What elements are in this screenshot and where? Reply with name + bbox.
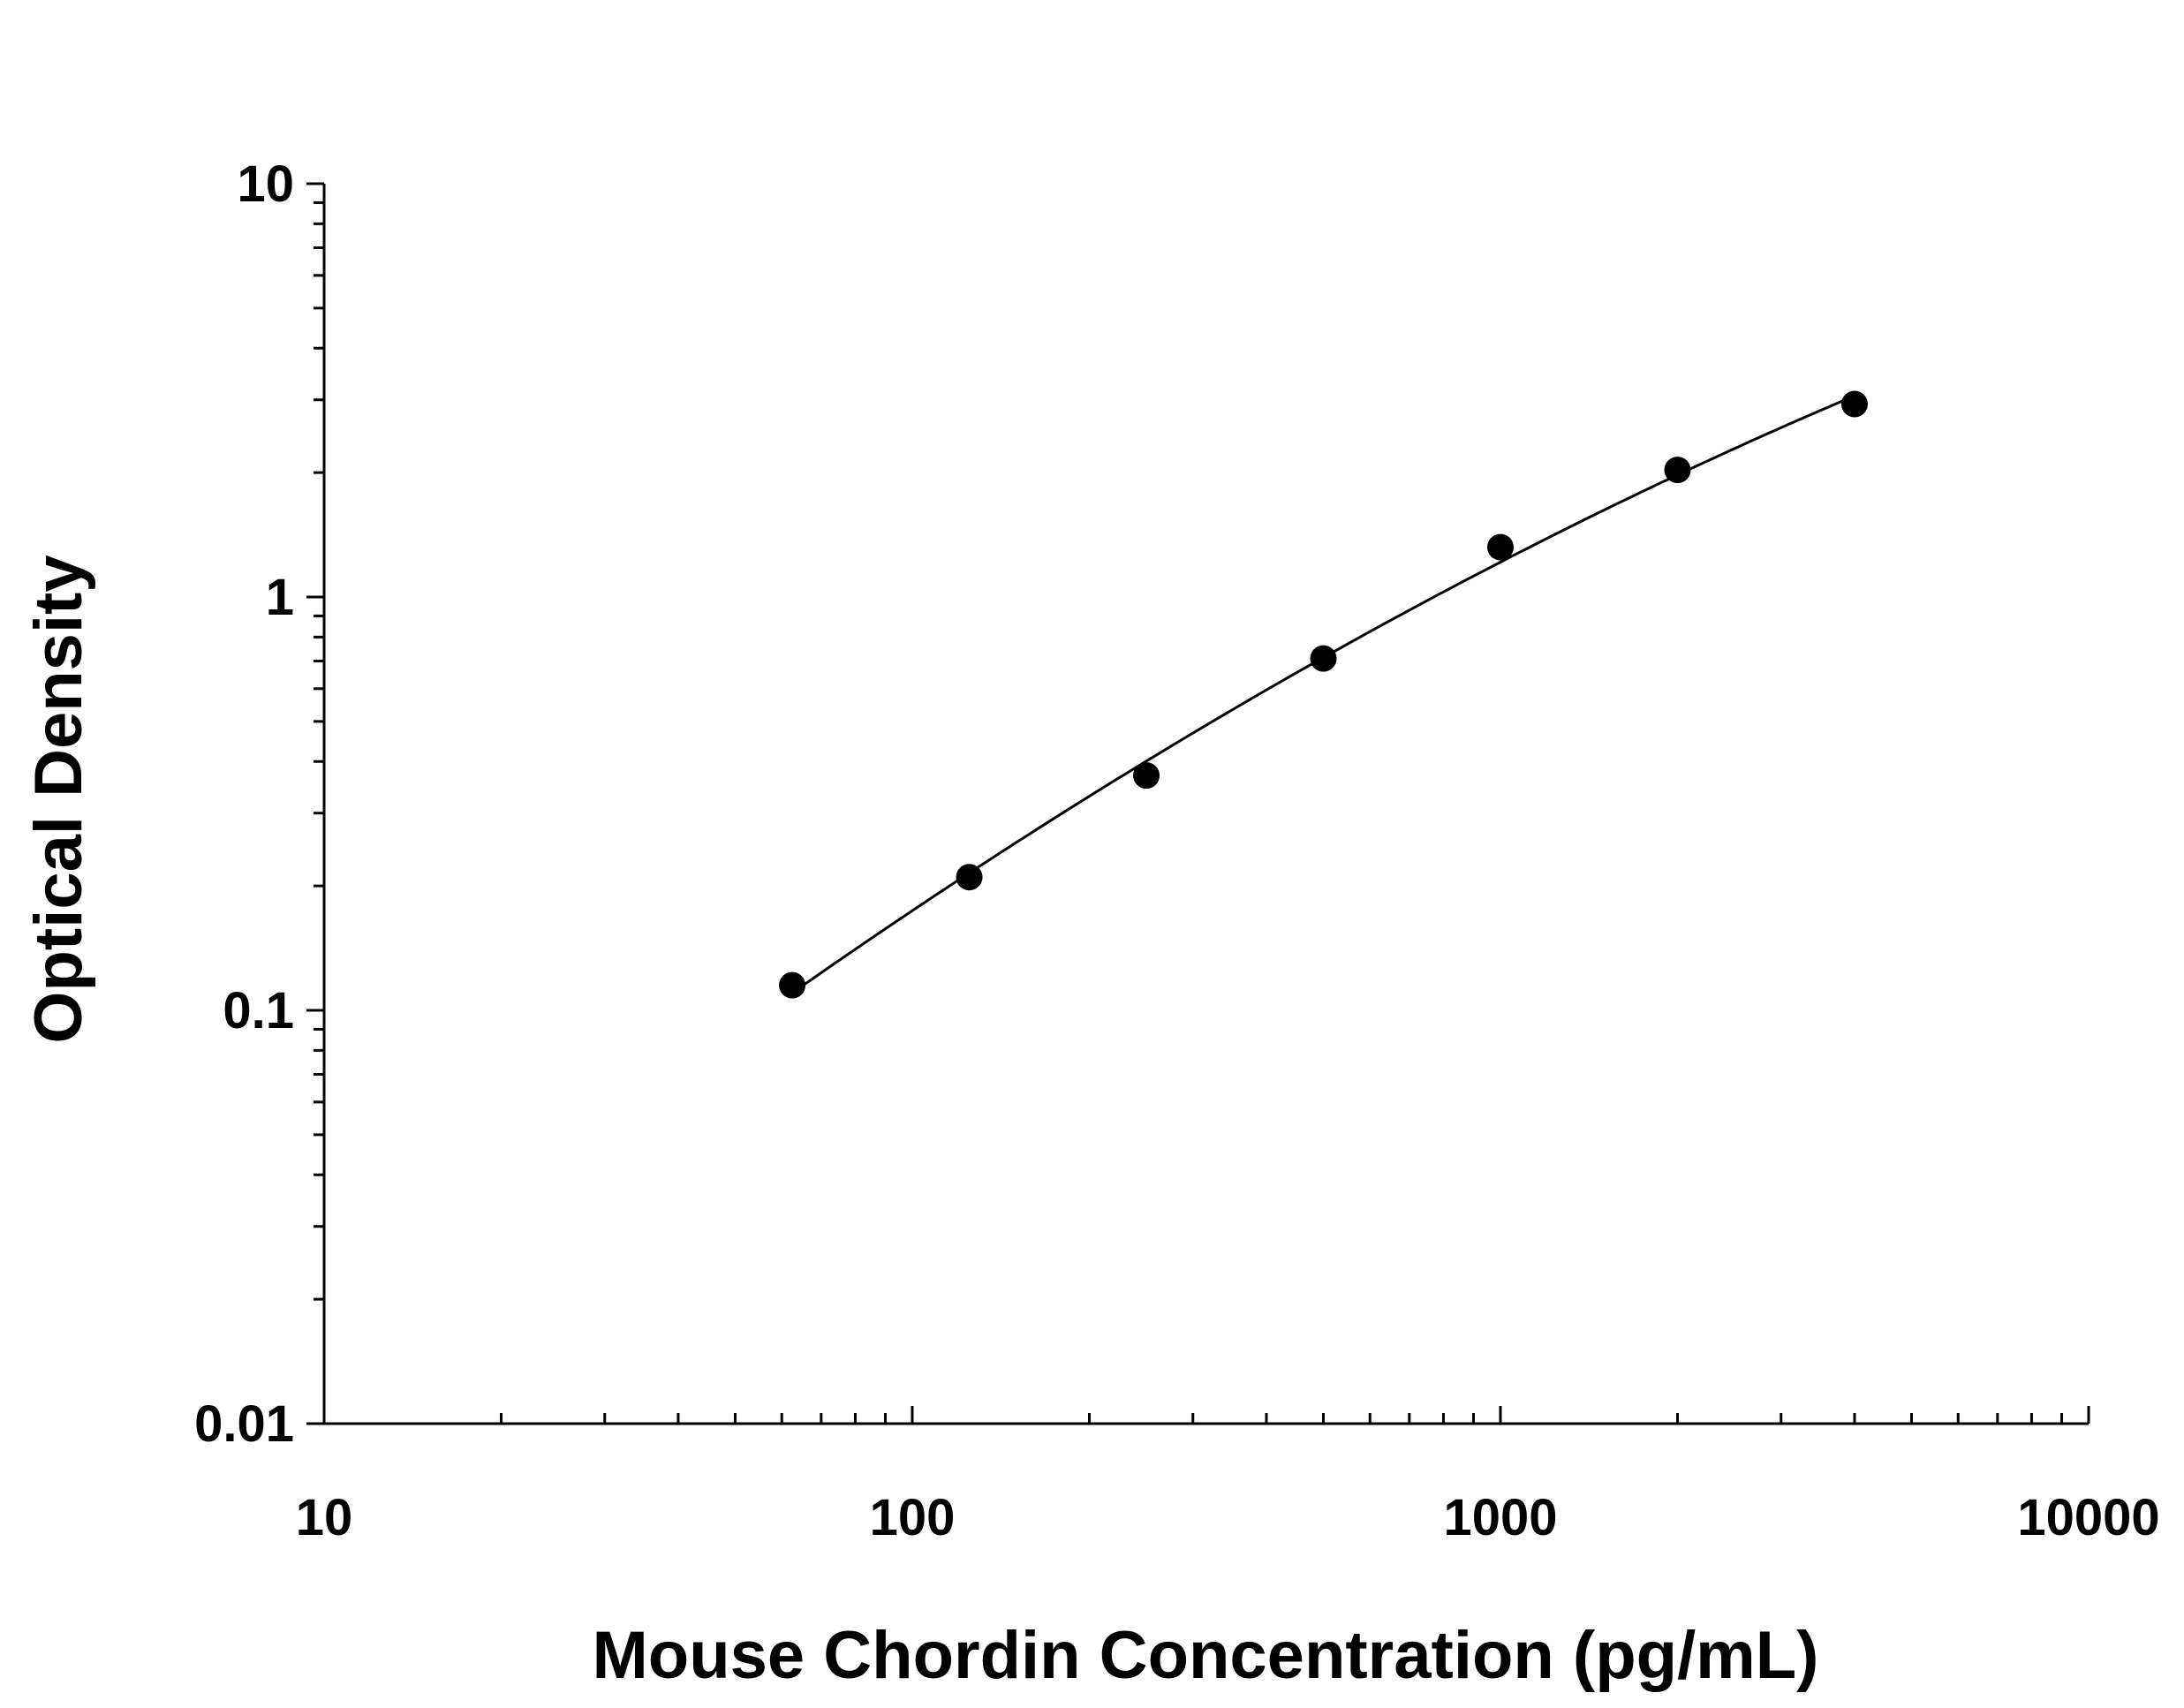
data-points — [779, 390, 1868, 999]
data-point — [956, 864, 983, 891]
axes — [322, 184, 2089, 1425]
x-axis-title: Mouse Chordin Concentration (pg/mL) — [592, 1618, 1818, 1693]
x-tick-label: 1000 — [1443, 1489, 1557, 1546]
x-tick-label: 10 — [296, 1489, 353, 1546]
x-tick-label: 10000 — [2017, 1489, 2159, 1546]
axis-ticks — [306, 182, 2090, 1425]
y-tick-label: 0.01 — [194, 1395, 294, 1453]
data-point — [1487, 533, 1514, 561]
y-tick-label: 10 — [237, 155, 294, 213]
y-tick-label: 0.1 — [223, 982, 294, 1039]
y-axis-title: Optical Density — [21, 555, 96, 1043]
data-point — [779, 971, 806, 999]
y-tick-label: 1 — [266, 569, 294, 626]
data-point — [1664, 457, 1691, 484]
x-tick-label: 100 — [870, 1489, 956, 1546]
data-point — [1133, 762, 1160, 790]
data-point — [1840, 390, 1868, 418]
data-point — [1310, 645, 1337, 672]
fit-curve-layer — [791, 394, 1855, 994]
fit-curve — [791, 394, 1855, 994]
